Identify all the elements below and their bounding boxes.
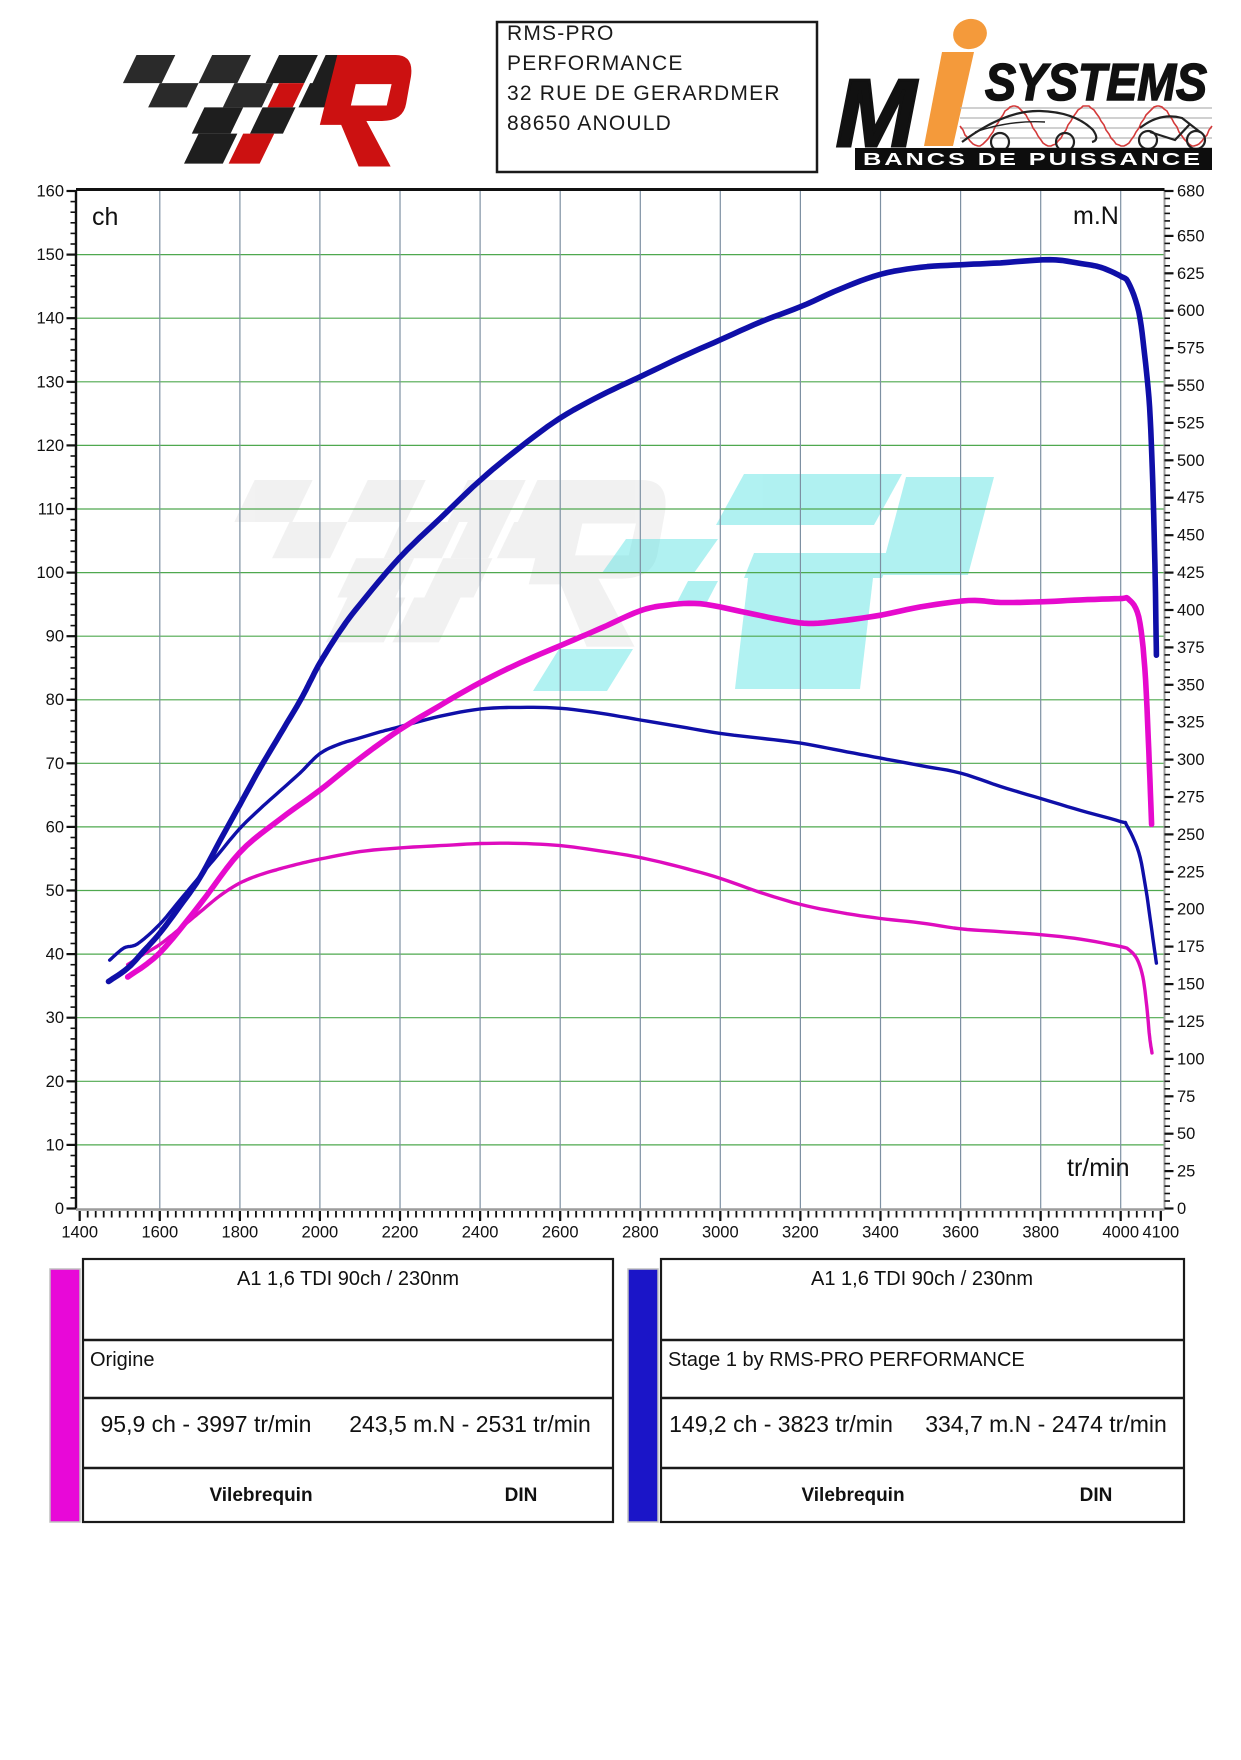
svg-text:325: 325 (1177, 714, 1205, 732)
svg-text:tr/min: tr/min (1067, 1154, 1130, 1182)
svg-text:75: 75 (1177, 1088, 1195, 1106)
svg-text:250: 250 (1177, 826, 1205, 844)
svg-text:300: 300 (1177, 751, 1205, 769)
svg-text:2400: 2400 (462, 1224, 499, 1242)
svg-text:4000: 4000 (1102, 1224, 1139, 1242)
svg-text:0: 0 (55, 1200, 64, 1218)
svg-text:2200: 2200 (382, 1224, 419, 1242)
svg-text:DIN: DIN (505, 1485, 538, 1506)
svg-text:125: 125 (1177, 1013, 1205, 1031)
svg-text:160: 160 (36, 183, 64, 201)
svg-text:680: 680 (1177, 183, 1205, 201)
svg-text:95,9 ch - 3997 tr/min: 95,9 ch - 3997 tr/min (101, 1411, 312, 1437)
svg-text:30: 30 (46, 1009, 64, 1027)
svg-text:130: 130 (36, 373, 64, 391)
svg-text:PERFORMANCE: PERFORMANCE (507, 52, 684, 75)
svg-text:2800: 2800 (622, 1224, 659, 1242)
svg-text:120: 120 (36, 437, 64, 455)
svg-text:100: 100 (1177, 1050, 1205, 1068)
svg-text:70: 70 (46, 755, 64, 773)
svg-text:DIN: DIN (1080, 1485, 1113, 1506)
svg-text:3800: 3800 (1022, 1224, 1059, 1242)
svg-text:450: 450 (1177, 527, 1205, 545)
svg-text:243,5 m.N - 2531 tr/min: 243,5 m.N - 2531 tr/min (349, 1411, 591, 1437)
svg-text:1400: 1400 (61, 1224, 98, 1242)
svg-text:475: 475 (1177, 489, 1205, 507)
svg-text:Origine: Origine (90, 1349, 154, 1371)
svg-text:ch: ch (92, 203, 118, 231)
svg-text:3200: 3200 (782, 1224, 819, 1242)
svg-text:1600: 1600 (141, 1224, 178, 1242)
svg-text:225: 225 (1177, 863, 1205, 881)
svg-text:175: 175 (1177, 938, 1205, 956)
svg-text:3000: 3000 (702, 1224, 739, 1242)
svg-text:525: 525 (1177, 414, 1205, 432)
svg-text:60: 60 (46, 818, 64, 836)
svg-text:A1 1,6 TDI 90ch / 230nm: A1 1,6 TDI 90ch / 230nm (811, 1268, 1033, 1290)
svg-text:SYSTEMS: SYSTEMS (985, 54, 1207, 112)
svg-text:150: 150 (36, 246, 64, 264)
svg-text:25: 25 (1177, 1163, 1195, 1181)
svg-text:3600: 3600 (942, 1224, 979, 1242)
svg-text:88650 ANOULD: 88650 ANOULD (507, 112, 672, 135)
svg-text:140: 140 (36, 310, 64, 328)
svg-text:90: 90 (46, 628, 64, 646)
svg-text:200: 200 (1177, 901, 1205, 919)
svg-text:400: 400 (1177, 602, 1205, 620)
svg-text:600: 600 (1177, 302, 1205, 320)
svg-text:Vilebrequin: Vilebrequin (801, 1485, 904, 1506)
svg-text:625: 625 (1177, 265, 1205, 283)
svg-text:3400: 3400 (862, 1224, 899, 1242)
svg-text:0: 0 (1177, 1200, 1186, 1218)
svg-text:550: 550 (1177, 377, 1205, 395)
svg-text:50: 50 (46, 882, 64, 900)
svg-text:m.N: m.N (1073, 202, 1119, 230)
svg-text:2000: 2000 (302, 1224, 339, 1242)
svg-text:Stage 1 by RMS-PRO PERFORMANCE: Stage 1 by RMS-PRO PERFORMANCE (668, 1349, 1025, 1371)
svg-text:A1 1,6 TDI 90ch / 230nm: A1 1,6 TDI 90ch / 230nm (237, 1268, 459, 1290)
svg-text:1800: 1800 (222, 1224, 259, 1242)
svg-text:50: 50 (1177, 1125, 1195, 1143)
svg-text:BANCS DE PUISSANCE: BANCS DE PUISSANCE (863, 149, 1203, 169)
svg-text:425: 425 (1177, 564, 1205, 582)
svg-text:149,2 ch - 3823 tr/min: 149,2 ch - 3823 tr/min (669, 1411, 893, 1437)
svg-text:110: 110 (38, 501, 64, 519)
svg-text:150: 150 (1177, 976, 1205, 994)
svg-text:RMS-PRO: RMS-PRO (507, 22, 615, 45)
svg-text:20: 20 (46, 1073, 64, 1091)
svg-text:100: 100 (36, 564, 64, 582)
svg-text:375: 375 (1177, 639, 1205, 657)
svg-text:500: 500 (1177, 452, 1205, 470)
svg-text:334,7 m.N - 2474 tr/min: 334,7 m.N - 2474 tr/min (925, 1411, 1167, 1437)
svg-text:2600: 2600 (542, 1224, 579, 1242)
svg-text:80: 80 (46, 691, 64, 709)
svg-text:40: 40 (46, 946, 64, 964)
svg-text:650: 650 (1177, 227, 1205, 245)
svg-text:Vilebrequin: Vilebrequin (209, 1485, 312, 1506)
svg-text:350: 350 (1177, 676, 1205, 694)
svg-text:4100: 4100 (1142, 1224, 1179, 1242)
svg-text:275: 275 (1177, 789, 1205, 807)
svg-text:32 RUE DE GERARDMER: 32 RUE DE GERARDMER (507, 82, 781, 105)
svg-text:575: 575 (1177, 340, 1205, 358)
svg-text:10: 10 (46, 1136, 64, 1154)
